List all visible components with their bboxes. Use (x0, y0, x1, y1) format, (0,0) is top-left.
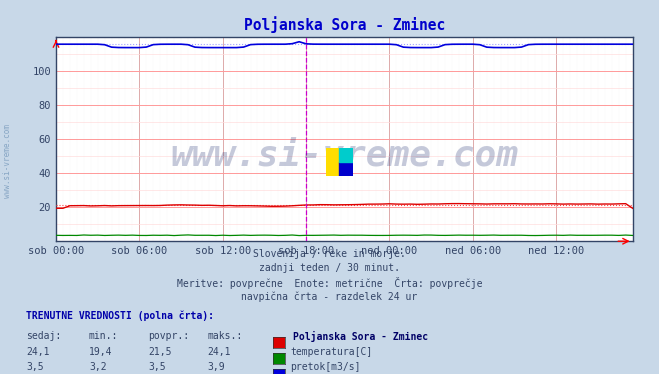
Text: 21,5: 21,5 (148, 347, 172, 357)
Text: TRENUTNE VREDNOSTI (polna črta):: TRENUTNE VREDNOSTI (polna črta): (26, 310, 214, 321)
Text: 19,4: 19,4 (89, 347, 113, 357)
Text: www.si-vreme.com: www.si-vreme.com (170, 139, 519, 173)
Bar (326, 148, 339, 176)
Bar (339, 162, 353, 176)
Text: 3,5: 3,5 (148, 362, 166, 373)
Title: Poljanska Sora - Zminec: Poljanska Sora - Zminec (244, 16, 445, 33)
Text: 3,5: 3,5 (26, 362, 44, 373)
Text: Slovenija / reke in morje.: Slovenija / reke in morje. (253, 249, 406, 259)
Text: 3,9: 3,9 (208, 362, 225, 373)
Text: sedaj:: sedaj: (26, 331, 61, 341)
Text: povpr.:: povpr.: (148, 331, 189, 341)
Bar (339, 148, 353, 162)
Text: temperatura[C]: temperatura[C] (290, 347, 372, 357)
Text: pretok[m3/s]: pretok[m3/s] (290, 362, 360, 373)
Text: zadnji teden / 30 minut.: zadnji teden / 30 minut. (259, 263, 400, 273)
Text: Poljanska Sora - Zminec: Poljanska Sora - Zminec (293, 331, 428, 342)
Text: www.si-vreme.com: www.si-vreme.com (3, 124, 13, 198)
Text: navpična črta - razdelek 24 ur: navpična črta - razdelek 24 ur (241, 291, 418, 302)
Text: min.:: min.: (89, 331, 119, 341)
Text: Meritve: povprečne  Enote: metrične  Črta: povprečje: Meritve: povprečne Enote: metrične Črta:… (177, 277, 482, 289)
Text: maks.:: maks.: (208, 331, 243, 341)
Text: 24,1: 24,1 (26, 347, 50, 357)
Text: 24,1: 24,1 (208, 347, 231, 357)
Text: 3,2: 3,2 (89, 362, 107, 373)
